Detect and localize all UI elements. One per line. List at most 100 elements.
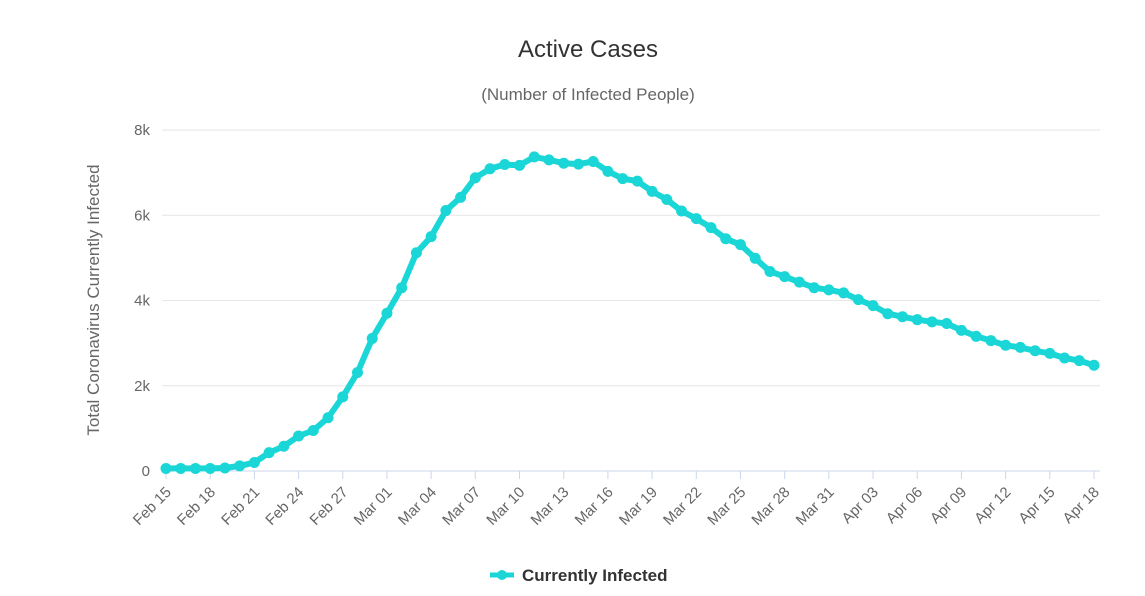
data-point[interactable] [617, 173, 629, 185]
data-point[interactable] [1088, 359, 1100, 371]
x-tick-label: Mar 07 [439, 484, 484, 529]
data-point[interactable] [882, 308, 894, 320]
x-tick-label: Mar 19 [616, 484, 661, 529]
data-point[interactable] [278, 440, 290, 452]
x-tick-label: Apr 03 [839, 484, 882, 527]
data-point[interactable] [985, 335, 997, 347]
data-point[interactable] [808, 282, 820, 294]
x-tick-label: Apr 15 [1015, 484, 1058, 527]
data-point[interactable] [396, 282, 408, 294]
data-point[interactable] [307, 425, 319, 437]
data-point[interactable] [705, 222, 717, 234]
data-point[interactable] [351, 367, 363, 379]
y-tick-label: 4k [134, 293, 150, 310]
data-point[interactable] [793, 276, 805, 288]
chart-title: Active Cases [518, 36, 658, 63]
data-point[interactable] [1000, 339, 1012, 351]
x-tick-label: Mar 13 [528, 484, 573, 529]
series-line [163, 153, 1097, 472]
x-tick-label: Feb 18 [174, 484, 219, 529]
x-tick-label: Mar 22 [660, 484, 705, 529]
data-point[interactable] [514, 159, 526, 171]
data-point[interactable] [955, 324, 967, 336]
x-tick-label: Feb 27 [307, 484, 352, 529]
data-point[interactable] [263, 447, 275, 459]
data-point[interactable] [499, 159, 511, 171]
data-point[interactable] [543, 154, 555, 166]
y-tick-label: 6k [134, 207, 150, 224]
data-point[interactable] [248, 456, 260, 468]
data-point[interactable] [1014, 341, 1026, 353]
data-point[interactable] [779, 271, 791, 283]
data-point[interactable] [631, 175, 643, 187]
data-point[interactable] [484, 163, 496, 175]
data-point[interactable] [440, 205, 452, 217]
data-point[interactable] [587, 156, 599, 168]
data-point[interactable] [189, 462, 201, 474]
data-point[interactable] [911, 314, 923, 326]
data-point[interactable] [646, 185, 658, 197]
x-tick-label: Apr 18 [1060, 484, 1103, 527]
y-axis-title: Total Coronavirus Currently Infected [84, 164, 103, 435]
x-tick-label: Apr 09 [927, 484, 970, 527]
data-point[interactable] [661, 193, 673, 205]
data-point[interactable] [1029, 345, 1041, 357]
data-point[interactable] [337, 391, 349, 403]
x-tick-label: Feb 21 [218, 484, 263, 529]
data-point[interactable] [219, 462, 231, 474]
data-point[interactable] [1059, 352, 1071, 364]
x-tick-label: Mar 01 [351, 484, 396, 529]
data-point[interactable] [204, 462, 216, 474]
legend-swatch-marker [497, 570, 507, 580]
y-tick-label: 0 [142, 463, 150, 480]
y-tick-label: 8k [134, 122, 150, 139]
data-point[interactable] [410, 247, 422, 259]
data-point[interactable] [764, 266, 776, 278]
data-point[interactable] [322, 412, 334, 424]
data-point[interactable] [720, 233, 732, 245]
data-point[interactable] [602, 165, 614, 177]
x-tick-label: Apr 12 [971, 484, 1014, 527]
legend[interactable]: Currently Infected [490, 566, 667, 585]
data-point[interactable] [838, 287, 850, 299]
data-point[interactable] [823, 284, 835, 296]
x-tick-label: Mar 28 [748, 484, 793, 529]
data-point[interactable] [676, 205, 688, 217]
data-point[interactable] [455, 191, 467, 203]
data-point[interactable] [469, 172, 481, 184]
data-point[interactable] [970, 330, 982, 342]
data-point[interactable] [175, 462, 187, 474]
data-point[interactable] [690, 213, 702, 225]
data-point[interactable] [749, 252, 761, 264]
data-point[interactable] [366, 332, 378, 344]
data-point[interactable] [734, 239, 746, 251]
data-point[interactable] [867, 300, 879, 312]
x-axis-ticks: Feb 15 Feb 18 Feb 21 Feb 24 Feb 27 Mar 01 Mar … [130, 471, 1103, 529]
series-currently-infected[interactable] [160, 151, 1100, 474]
data-point[interactable] [897, 311, 909, 323]
data-point[interactable] [293, 430, 305, 442]
data-point[interactable] [572, 158, 584, 170]
data-point[interactable] [528, 151, 540, 163]
x-tick-label: Mar 04 [395, 484, 440, 529]
data-point[interactable] [234, 460, 246, 472]
grid-lines [162, 129, 1100, 472]
data-point[interactable] [1044, 347, 1056, 359]
data-point[interactable] [558, 157, 570, 169]
x-tick-label: Mar 25 [704, 484, 749, 529]
chart-subtitle: (Number of Infected People) [481, 85, 695, 104]
data-point[interactable] [852, 294, 864, 306]
data-point[interactable] [941, 318, 953, 330]
data-point[interactable] [160, 462, 172, 474]
y-tick-label: 2k [134, 378, 150, 395]
x-tick-label: Mar 16 [572, 484, 617, 529]
x-tick-label: Apr 06 [883, 484, 926, 527]
legend-label[interactable]: Currently Infected [522, 566, 667, 585]
data-point[interactable] [1073, 355, 1085, 367]
data-point[interactable] [381, 307, 393, 319]
x-tick-label: Feb 15 [130, 484, 175, 529]
data-point[interactable] [926, 316, 938, 328]
data-point[interactable] [425, 231, 437, 243]
x-tick-label: Mar 10 [483, 484, 528, 529]
